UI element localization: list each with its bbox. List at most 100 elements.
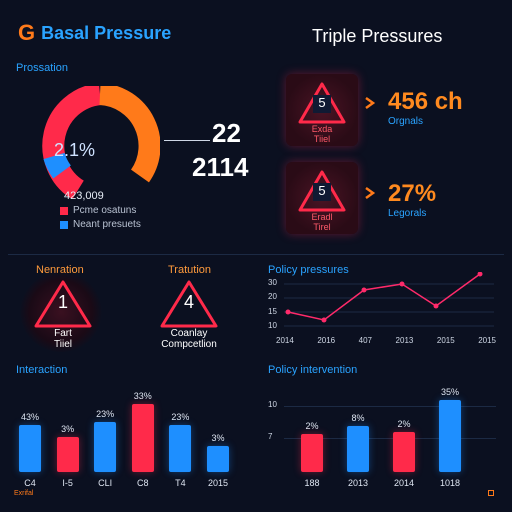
stat-sub-2: Legorals	[388, 208, 427, 219]
legend-label: Pcme osatuns	[73, 205, 137, 216]
stat-sub-1: Orgnals	[388, 116, 424, 127]
legend-item: Neant presuets	[60, 219, 141, 230]
warning-caption-line: Exda	[311, 124, 333, 134]
warning-caption-line: Tirel	[313, 222, 331, 232]
bar-category-label: 1018	[439, 478, 461, 488]
badge-caption-2: Coanlay Compcetlion	[144, 328, 234, 350]
data-point	[477, 272, 483, 277]
logo-icon: G	[18, 20, 36, 45]
bar-value-label: 43%	[20, 412, 39, 422]
corner-icon	[488, 490, 494, 496]
bar	[393, 432, 415, 472]
y-tick: 10	[268, 320, 277, 330]
y-tick: 10	[268, 400, 277, 409]
y-tick: 30	[268, 278, 277, 287]
bar-category-label: 188	[304, 478, 320, 488]
bar-column: 8% 2013	[342, 413, 374, 488]
warning-triangle-icon	[34, 280, 92, 328]
bar-value-label: 2%	[397, 419, 411, 429]
bar-value-label: 8%	[351, 413, 365, 423]
bar-category-label: T4	[175, 478, 186, 488]
x-tick: 407	[358, 336, 373, 345]
data-point	[433, 303, 439, 309]
badge-caption-line: Fart	[54, 328, 72, 339]
big-number-1: 22	[212, 118, 241, 148]
bar-category-label: 2015	[207, 478, 228, 488]
bar	[347, 426, 369, 472]
legend-label: Neant presuets	[73, 219, 141, 230]
grid-line	[284, 406, 496, 407]
warning-card-2[interactable]: 5 Eradl Tirel	[286, 162, 358, 234]
bar-column: 3% 2015	[202, 433, 234, 488]
warning-triangle-icon	[298, 170, 346, 212]
policy-intervention-bar-chart: 2% 188 8% 2013 2% 2014 35% 1018	[296, 378, 466, 488]
bar-value-label: 23%	[96, 409, 115, 419]
data-point	[285, 309, 291, 315]
bar-category-label: C8	[137, 478, 149, 488]
connector-line	[164, 140, 210, 141]
donut-below-value: 423,009	[64, 190, 104, 202]
legend-item: Pcme osatuns	[60, 205, 141, 216]
legend-swatch-blue	[60, 220, 68, 229]
bar-category-label: C4	[24, 478, 36, 488]
badge-caption-line: Coanlay	[170, 328, 208, 339]
donut-segment-orange	[98, 86, 160, 183]
badge-caption-line: Tiiel	[54, 339, 72, 350]
stat-value-2: 27%	[388, 180, 437, 207]
bar-value-label: 2%	[305, 421, 319, 431]
stat-value-1: 456 ch	[388, 88, 463, 115]
section-title-right: Triple Pressures	[312, 26, 443, 46]
warning-caption: Exda Tiiel	[286, 124, 358, 144]
warning-triangle-icon	[298, 82, 346, 124]
chevron-right-icon	[365, 186, 376, 200]
footer-left: Exrifal	[14, 490, 34, 497]
badge-caption-1: Fart Tiiel	[28, 328, 98, 350]
x-tick: 2014	[276, 336, 294, 345]
series-line	[287, 273, 481, 321]
policy-pressures-x-ticks: 2014 2016 407 2013 2015 2015	[276, 336, 496, 345]
bar-category-label: 2014	[393, 478, 415, 488]
bar	[439, 400, 461, 472]
bar-column: 43% C4	[14, 412, 46, 488]
bar-column: 35% 1018	[434, 387, 466, 488]
x-tick: 2015	[436, 336, 455, 345]
bar-category-label: I-5	[62, 478, 73, 488]
y-tick: 20	[268, 292, 277, 302]
warning-caption-line: Tiiel	[313, 134, 331, 144]
bar	[94, 422, 117, 472]
bar-column: 23% CLI	[89, 409, 121, 488]
badge-number-1: 1	[57, 292, 68, 312]
donut-center-value: 2.1%	[54, 140, 96, 160]
policy-pressures-y-ticks: 30 20 15 10	[268, 278, 277, 330]
interaction-title: Interaction	[16, 364, 68, 376]
badge-number-2: 4	[183, 292, 194, 312]
app-title-text: Basal Pressure	[41, 22, 172, 43]
bar-category-label: 2013	[347, 478, 369, 488]
bar-column: 2% 188	[296, 421, 328, 488]
bar	[301, 434, 323, 472]
big-number-2: 2114	[192, 152, 249, 182]
legend-swatch-red	[60, 206, 68, 215]
donut-section-label: Prossation	[16, 62, 68, 74]
bar-column: 23% T4	[164, 412, 196, 488]
donut-segment-red	[42, 86, 102, 198]
warning-card-1[interactable]: 5 Exda Tiiel	[286, 74, 358, 146]
warning-number: 5	[318, 183, 326, 198]
donut-segment-blue	[43, 152, 72, 179]
x-tick: 2015	[478, 336, 496, 345]
policy-intervention-title: Policy intervention	[268, 364, 358, 376]
grid-line	[284, 438, 496, 439]
bar-value-label: 3%	[61, 424, 75, 434]
warning-caption: Eradl Tirel	[286, 212, 358, 232]
bar-value-label: 23%	[171, 412, 190, 422]
bar-column: 3% I-5	[52, 424, 84, 488]
badge-caption-line: Compcetlion	[161, 339, 217, 350]
y-tick: 15	[268, 306, 277, 316]
warning-triangle-icon	[160, 280, 218, 328]
data-point	[361, 287, 367, 293]
donut-chart	[42, 86, 160, 198]
app-title: G Basal Pressure	[18, 22, 171, 44]
bar	[169, 425, 192, 472]
x-tick: 2013	[395, 336, 414, 345]
bar-value-label: 35%	[440, 387, 459, 397]
